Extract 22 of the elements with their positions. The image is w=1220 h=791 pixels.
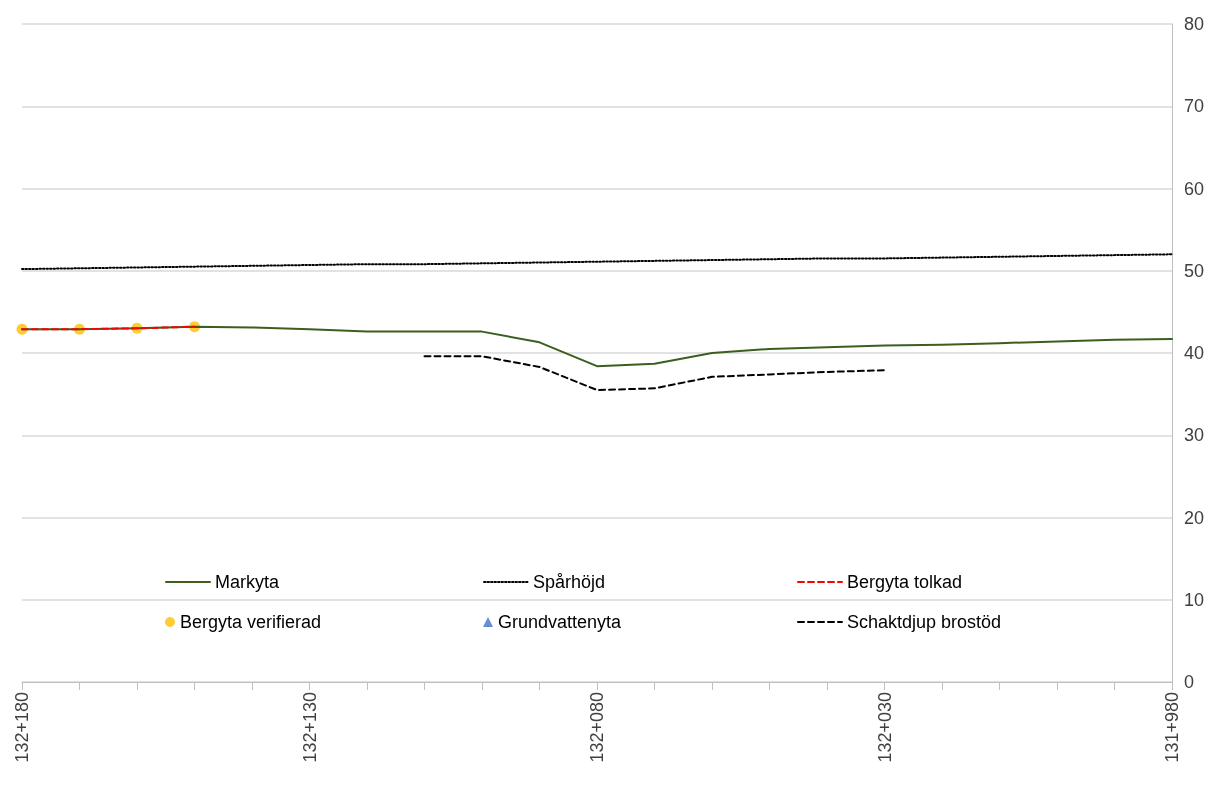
legend-label: Bergyta verifierad [180, 612, 322, 632]
y-tick-label: 70 [1184, 96, 1205, 117]
y-tick-label: 20 [1184, 507, 1205, 528]
line-series [423, 355, 886, 392]
legend-label: Markyta [215, 572, 280, 592]
y-tick-label: 0 [1184, 672, 1195, 692]
y-tick-label: 80 [1184, 14, 1205, 34]
y-tick-label: 30 [1184, 425, 1205, 446]
line-series [21, 253, 1173, 271]
x-tick-label: 132+130 [299, 692, 320, 763]
x-tick-label: 132+030 [874, 692, 895, 763]
x-tick-label: 131+980 [1162, 692, 1182, 763]
y-tick-label: 50 [1184, 260, 1205, 281]
x-tick-label: 132+080 [587, 692, 607, 763]
y-tick-label: 10 [1184, 589, 1205, 610]
x-tick-label: 132+180 [12, 692, 32, 763]
legend-label: Bergyta tolkad [847, 572, 963, 592]
y-tick-label: 40 [1184, 343, 1205, 363]
y-tick-label: 60 [1184, 178, 1205, 199]
legend-label: Grundvattenyta [498, 612, 623, 632]
legend-label: Spårhöjd [533, 572, 606, 592]
legend-label: Schaktdjup brostöd [847, 612, 1002, 632]
